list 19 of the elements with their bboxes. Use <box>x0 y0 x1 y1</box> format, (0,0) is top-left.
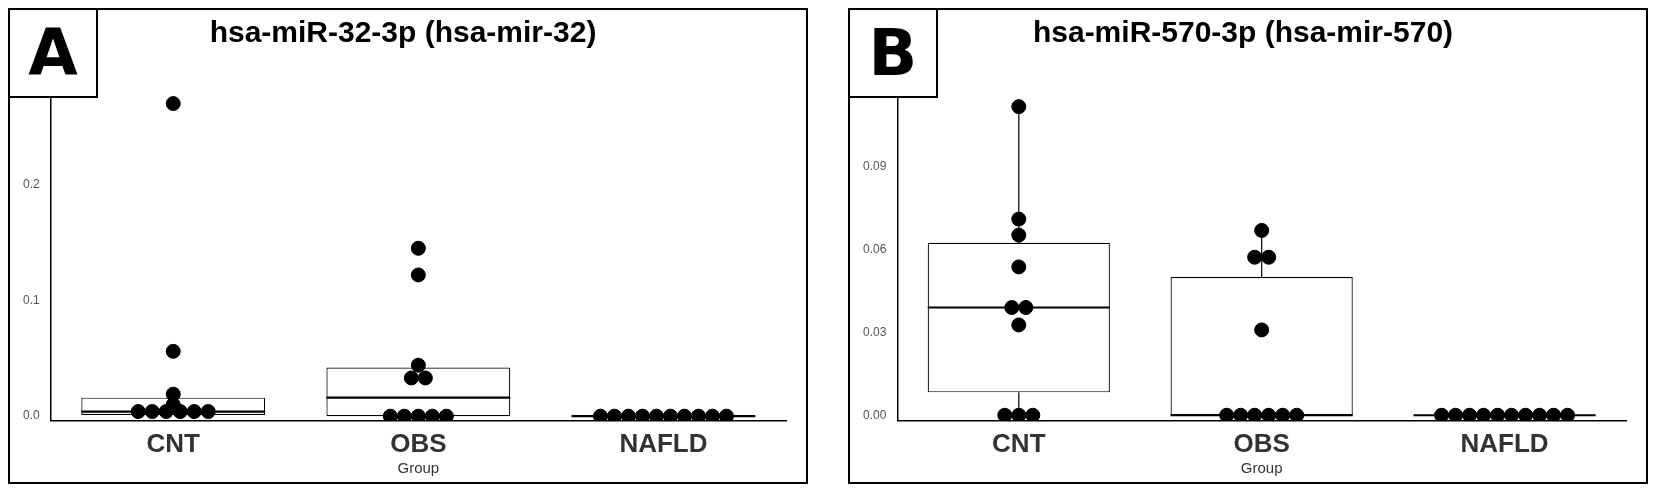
y-tick-label: 0.03 <box>863 324 887 339</box>
chart-title: hsa-miR-32-3p (hsa-mir-32) <box>209 15 597 49</box>
y-tick-label: 0.06 <box>863 241 887 256</box>
x-axis-title: Group <box>1240 459 1283 477</box>
text: A <box>10 10 98 98</box>
y-tick-label: 0.00 <box>863 407 887 422</box>
y-tick-label: 0.0 <box>22 408 40 423</box>
y-tick-label: 0.09 <box>863 158 887 173</box>
chart-title: hsa-miR-570-3p (hsa-mir-570) <box>1032 15 1454 49</box>
y-tick-label: 0.1 <box>22 292 40 307</box>
x-tick-label: CNT <box>992 427 1046 458</box>
x-tick-label: NAFLD <box>619 427 708 458</box>
text: B <box>850 10 938 98</box>
x-axis-title: Group <box>397 459 440 477</box>
x-tick-label: OBS <box>1233 427 1290 458</box>
x-tick-label: OBS <box>390 427 447 458</box>
x-tick-label: NAFLD <box>1460 427 1549 458</box>
x-tick-label: CNT <box>146 427 201 458</box>
y-tick-label: 0.2 <box>22 176 40 191</box>
